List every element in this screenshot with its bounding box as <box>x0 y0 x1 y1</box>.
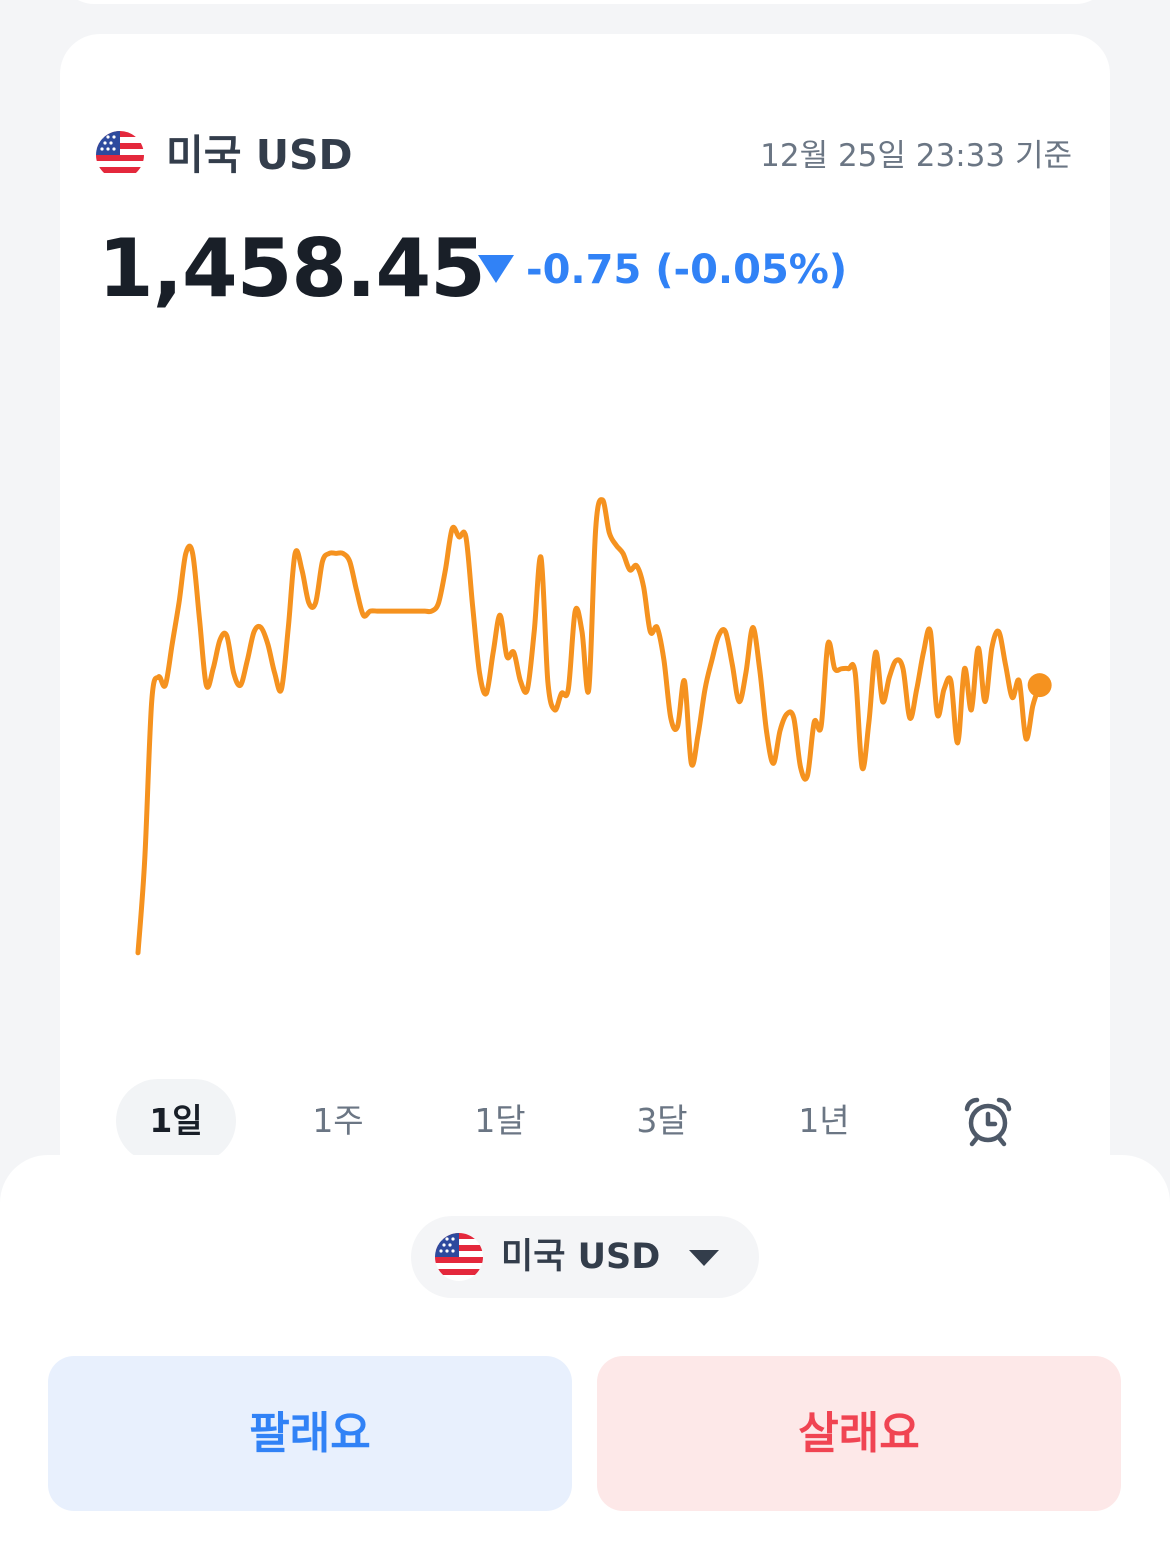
buy-button[interactable]: 살래요 <box>597 1356 1121 1511</box>
exchange-rate-card: 미국 USD 12월 25일 23:33 기준 1,458.45 -0.75 (… <box>60 34 1110 1234</box>
caret-down-icon <box>689 1250 719 1266</box>
tab-1-week[interactable]: 1주 <box>312 1101 364 1140</box>
rate-line-chart[interactable] <box>60 364 1110 1064</box>
alarm-clock-icon[interactable] <box>962 1095 1014 1147</box>
tab-1-day[interactable]: 1일 <box>116 1079 236 1163</box>
range-tabs: 1일 1주 1달 3달 1년 <box>116 1079 1056 1163</box>
rate-series-line <box>135 497 1043 956</box>
current-rate: 1,458.45 <box>98 222 486 315</box>
rate-change: -0.75 (-0.05%) <box>526 247 848 293</box>
tab-3-months[interactable]: 3달 <box>636 1101 688 1140</box>
currency-selector[interactable]: 미국 USD <box>411 1216 759 1298</box>
selector-label: 미국 USD <box>501 1237 661 1277</box>
latest-point-marker <box>1027 673 1052 698</box>
previous-card-edge <box>60 0 1110 4</box>
trade-bottom-sheet: 미국 USD 팔래요 살래요 <box>0 1155 1170 1555</box>
sell-button[interactable]: 팔래요 <box>48 1356 572 1511</box>
currency-title: 미국 USD <box>166 131 353 179</box>
us-flag-icon <box>435 1233 483 1281</box>
us-flag-icon <box>96 131 144 179</box>
tab-1-year[interactable]: 1년 <box>798 1101 850 1140</box>
down-triangle-icon <box>478 255 514 283</box>
rate-timestamp: 12월 25일 23:33 기준 <box>760 138 1072 174</box>
tab-1-month[interactable]: 1달 <box>474 1101 526 1140</box>
